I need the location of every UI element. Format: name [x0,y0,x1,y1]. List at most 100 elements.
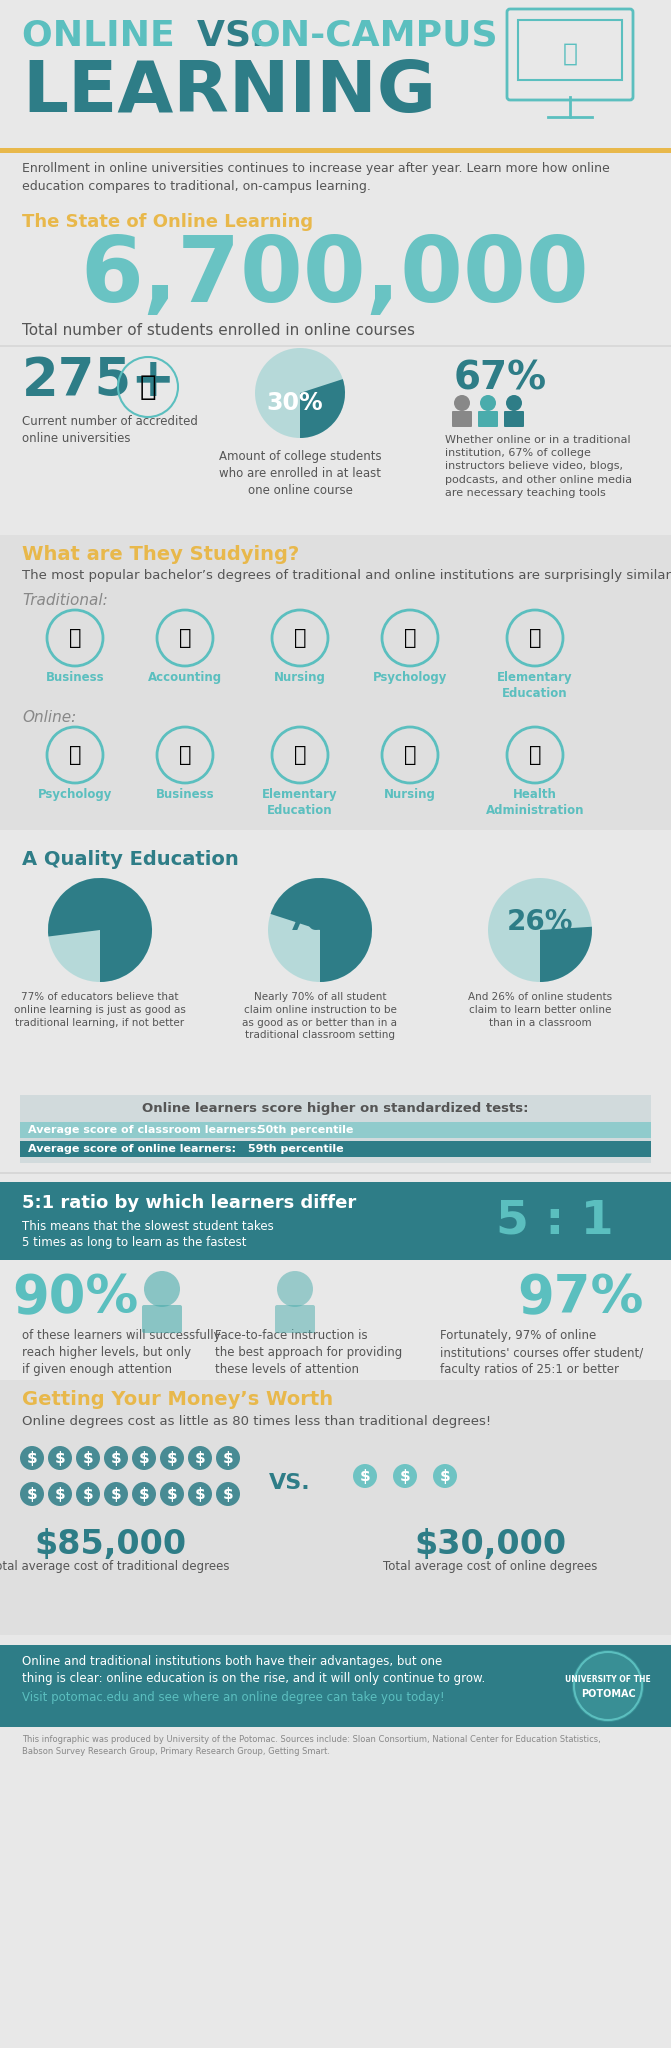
Bar [0,1645,671,1726]
Bar [0,147,671,154]
Wedge shape [270,879,372,981]
Text: This means that the slowest student takes
5 times as long to learn as the fastes: This means that the slowest student take… [22,1221,274,1249]
Text: 👩: 👩 [404,745,416,766]
Text: 67%: 67% [454,360,547,397]
Circle shape [104,1446,128,1470]
Bar [20,1141,651,1157]
Wedge shape [300,379,345,438]
Text: $: $ [166,1487,177,1501]
Wedge shape [540,928,592,981]
Text: 50th percentile: 50th percentile [258,1124,354,1135]
Text: Psychology: Psychology [373,672,447,684]
Text: $: $ [195,1487,205,1501]
Circle shape [48,1483,72,1505]
Text: 97%: 97% [517,1272,643,1323]
Text: 275+: 275+ [22,354,176,408]
Text: $: $ [139,1450,150,1466]
Bar [518,20,622,80]
Text: Enrollment in online universities continues to increase year after year. Learn m: Enrollment in online universities contin… [22,162,610,193]
Circle shape [216,1483,240,1505]
Text: ON-CAMPUS: ON-CAMPUS [249,18,498,51]
Text: Online and traditional institutions both have their advantages, but one: Online and traditional institutions both… [22,1655,442,1667]
Wedge shape [255,348,345,438]
Text: Elementary
Education: Elementary Education [262,788,338,817]
Text: Face-to-face instruction is
the best approach for providing
these levels of atte: Face-to-face instruction is the best app… [215,1329,402,1376]
Text: Visit potomac.edu and see where an online degree can take you today!: Visit potomac.edu and see where an onlin… [22,1692,445,1704]
Wedge shape [48,879,152,981]
Text: ONLINE: ONLINE [22,18,187,51]
Text: 6,700,000: 6,700,000 [81,233,589,322]
Circle shape [132,1483,156,1505]
Text: Total average cost of traditional degrees: Total average cost of traditional degree… [0,1561,229,1573]
Text: 🏥: 🏥 [529,745,541,766]
Text: $: $ [27,1487,38,1501]
Text: 77% of educators believe that
online learning is just as good as
traditional lea: 77% of educators believe that online lea… [14,991,186,1028]
Bar [0,1182,671,1260]
FancyBboxPatch shape [478,412,498,426]
Circle shape [353,1464,377,1489]
Text: $: $ [223,1487,234,1501]
Text: thing is clear: online education is on the rise, and it will only continue to gr: thing is clear: online education is on t… [22,1671,485,1686]
Circle shape [506,395,522,412]
Text: LEARNING: LEARNING [22,57,436,127]
Text: 🧠: 🧠 [404,629,416,647]
FancyBboxPatch shape [275,1305,315,1333]
Text: $: $ [111,1450,121,1466]
Text: Nursing: Nursing [384,788,436,801]
Bar [0,0,671,156]
Text: :  [562,43,578,66]
Circle shape [20,1446,44,1470]
Text: $: $ [111,1487,121,1501]
Text: Nursing: Nursing [274,672,326,684]
Text: Elementary
Education: Elementary Education [497,672,573,700]
Text: 90%: 90% [12,1272,138,1323]
Text: 70%: 70% [287,907,353,936]
Text: $: $ [400,1468,410,1483]
Text: Nearly 70% of all student
claim online instruction to be
as good as or better th: Nearly 70% of all student claim online i… [242,991,397,1040]
Text: $: $ [166,1450,177,1466]
Text: $30,000: $30,000 [414,1528,566,1561]
Bar [0,1726,671,1847]
Text: The State of Online Learning: The State of Online Learning [22,213,313,231]
Text: $: $ [55,1487,65,1501]
FancyBboxPatch shape [142,1305,182,1333]
Text: $: $ [139,1487,150,1501]
Text: $: $ [440,1468,450,1483]
Text: $85,000: $85,000 [34,1528,186,1561]
Bar [0,840,671,1280]
Text: The most popular bachelor’s degrees of traditional and online institutions are s: The most popular bachelor’s degrees of t… [22,569,671,582]
Wedge shape [48,879,152,981]
Circle shape [104,1483,128,1505]
Text: 🧠: 🧠 [68,745,81,766]
Circle shape [160,1446,184,1470]
Text: Average score of classroom learners:: Average score of classroom learners: [28,1124,265,1135]
Bar [20,1122,651,1139]
Text: 📊: 📊 [178,745,191,766]
Text: Business: Business [156,788,214,801]
Text: Health
Administration: Health Administration [486,788,584,817]
Text: $: $ [223,1450,234,1466]
FancyBboxPatch shape [452,412,472,426]
Text: Average score of online learners:: Average score of online learners: [28,1145,240,1153]
Text: 🍎: 🍎 [294,745,306,766]
Bar [20,1096,651,1163]
Circle shape [160,1483,184,1505]
Circle shape [393,1464,417,1489]
Circle shape [188,1446,212,1470]
Circle shape [76,1483,100,1505]
Text: Current number of accredited
online universities: Current number of accredited online univ… [22,416,198,444]
Text: Whether online or in a traditional
institution, 67% of college
instructors belie: Whether online or in a traditional insti… [445,434,632,498]
Text: 📊: 📊 [68,629,81,647]
FancyBboxPatch shape [504,412,524,426]
Text: 77%: 77% [66,907,134,936]
Text: 30%: 30% [266,391,323,416]
Text: Business: Business [46,672,104,684]
Text: $: $ [55,1450,65,1466]
Text: $: $ [83,1487,93,1501]
Circle shape [20,1483,44,1505]
Text: This infographic was produced by University of the Potomac. Sources include: Slo: This infographic was produced by Univers… [22,1735,601,1755]
Bar [0,1380,671,1634]
Text: of these learners will successfully
reach higher levels, but only
if given enoug: of these learners will successfully reac… [22,1329,221,1376]
Circle shape [454,395,470,412]
Text: Online learners score higher on standardized tests:: Online learners score higher on standard… [142,1102,528,1114]
